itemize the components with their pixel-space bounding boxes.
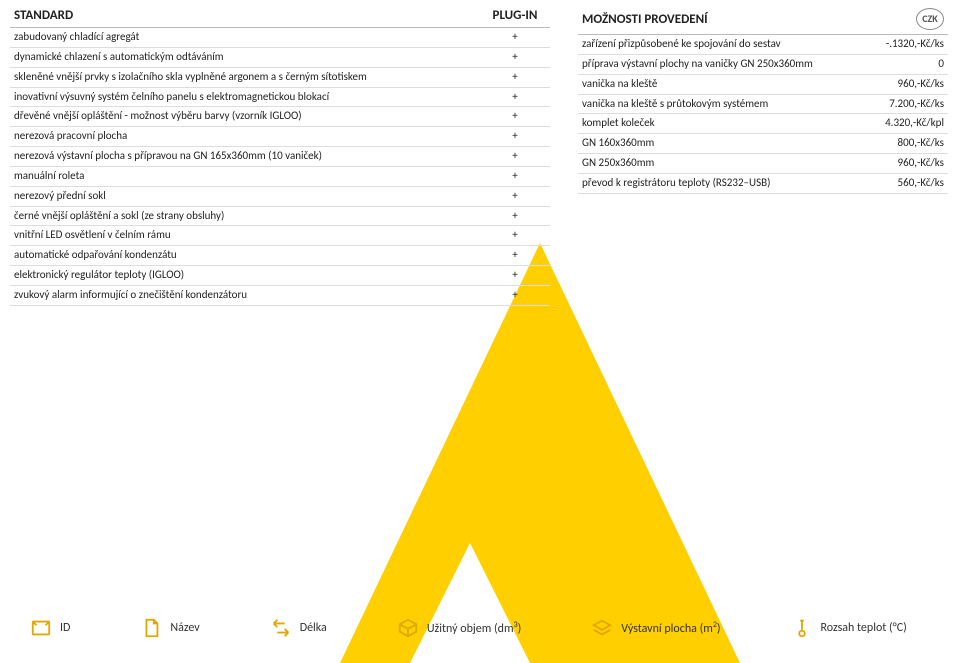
standard-header: STANDARD bbox=[10, 6, 480, 28]
standard-row-label: automatické odpařování kondenzátu bbox=[10, 246, 480, 266]
standard-row-label: zabudovaný chladící agregát bbox=[10, 28, 480, 48]
option-row: zařízení přizpůsobené ke spojování do se… bbox=[578, 35, 948, 55]
option-row-label: zařízení přizpůsobené ke spojování do se… bbox=[578, 35, 842, 55]
standard-row: zvukový alarm informující o znečištění k… bbox=[10, 285, 550, 305]
doc-icon bbox=[140, 617, 162, 639]
standard-row-flag: + bbox=[480, 266, 550, 286]
standard-row-label: zvukový alarm informující o znečištění k… bbox=[10, 285, 480, 305]
standard-row-flag: + bbox=[480, 47, 550, 67]
standard-row-flag: + bbox=[480, 285, 550, 305]
spec-sheet: STANDARD PLUG-IN zabudovaný chladící agr… bbox=[0, 0, 959, 306]
option-row-price: 960,-Kč/ks bbox=[842, 154, 948, 174]
standard-row: automatické odpařování kondenzátu+ bbox=[10, 246, 550, 266]
option-row-label: vanička na kleště bbox=[578, 74, 842, 94]
option-row-label: příprava výstavní plochy na vaničky GN 2… bbox=[578, 54, 842, 74]
footer-temp: Rozsah teplot (°C) bbox=[791, 617, 907, 639]
footer-icon-row: ID Název Délka Užitný objem (dm3) Výstav… bbox=[30, 617, 907, 639]
standard-row-label: dynamické chlazení s automatickým odtává… bbox=[10, 47, 480, 67]
standard-row-flag: + bbox=[480, 147, 550, 167]
option-row: vanička na kleště s průtokovým systémem7… bbox=[578, 94, 948, 114]
option-row: GN 250x360mm960,-Kč/ks bbox=[578, 154, 948, 174]
standard-row-label: nerezová výstavní plocha s přípravou na … bbox=[10, 147, 480, 167]
option-row-price: -.1320,-Kč/ks bbox=[842, 35, 948, 55]
standard-row: inovativní výsuvný systém čelního panelu… bbox=[10, 87, 550, 107]
standard-row: dřevěné vnější opláštění - možnost výběr… bbox=[10, 107, 550, 127]
option-row-price: 960,-Kč/ks bbox=[842, 74, 948, 94]
standard-row-label: vnitřní LED osvětlení v čelním rámu bbox=[10, 226, 480, 246]
standard-row: nerezová pracovní plocha+ bbox=[10, 127, 550, 147]
option-row: příprava výstavní plochy na vaničky GN 2… bbox=[578, 54, 948, 74]
footer-volume-label: Užitný objem (dm3) bbox=[427, 620, 521, 636]
options-header: MOŽNOSTI PROVEDENÍ bbox=[578, 6, 842, 35]
option-row-label: komplet koleček bbox=[578, 114, 842, 134]
standard-row: nerezový přední sokl+ bbox=[10, 186, 550, 206]
cube-icon bbox=[397, 617, 419, 639]
option-row-label: GN 250x360mm bbox=[578, 154, 842, 174]
footer-area-label: Výstavní plocha (m2) bbox=[621, 620, 720, 636]
option-row-price: 800,-Kč/ks bbox=[842, 134, 948, 154]
footer-id: ID bbox=[30, 617, 70, 639]
standard-row-flag: + bbox=[480, 28, 550, 48]
currency-badge: CZK bbox=[916, 8, 944, 30]
footer-area: Výstavní plocha (m2) bbox=[591, 617, 720, 639]
layers-icon bbox=[591, 617, 613, 639]
standard-row-flag: + bbox=[480, 206, 550, 226]
options-table: MOŽNOSTI PROVEDENÍ CZK zařízení přizpůso… bbox=[578, 6, 948, 306]
standard-row-label: inovativní výsuvný systém čelního panelu… bbox=[10, 87, 480, 107]
standard-row-flag: + bbox=[480, 67, 550, 87]
footer-volume: Užitný objem (dm3) bbox=[397, 617, 521, 639]
thermo-icon bbox=[791, 617, 813, 639]
standard-row-label: nerezová pracovní plocha bbox=[10, 127, 480, 147]
footer-name-label: Název bbox=[170, 621, 199, 635]
standard-row-label: manuální roleta bbox=[10, 166, 480, 186]
standard-row: skleněné vnější prvky s izolačního skla … bbox=[10, 67, 550, 87]
footer-length: Délka bbox=[270, 617, 327, 639]
standard-row-flag: + bbox=[480, 246, 550, 266]
option-row-price: 7.200,-Kč/ks bbox=[842, 94, 948, 114]
standard-row-label: elektronický regulátor teploty (IGLOO) bbox=[10, 266, 480, 286]
standard-row-flag: + bbox=[480, 226, 550, 246]
standard-row-label: skleněné vnější prvky s izolačního skla … bbox=[10, 67, 480, 87]
footer-id-label: ID bbox=[60, 621, 70, 635]
currency-badge-cell: CZK bbox=[842, 6, 948, 35]
standard-row-flag: + bbox=[480, 107, 550, 127]
option-row: GN 160x360mm800,-Kč/ks bbox=[578, 134, 948, 154]
standard-row-flag: + bbox=[480, 166, 550, 186]
option-row: vanička na kleště960,-Kč/ks bbox=[578, 74, 948, 94]
option-row-label: GN 160x360mm bbox=[578, 134, 842, 154]
standard-row-flag: + bbox=[480, 87, 550, 107]
standard-row: nerezová výstavní plocha s přípravou na … bbox=[10, 147, 550, 167]
option-row-label: vanička na kleště s průtokovým systémem bbox=[578, 94, 842, 114]
footer-temp-label: Rozsah teplot (°C) bbox=[821, 621, 907, 635]
option-row-price: 4.320,-Kč/kpl bbox=[842, 114, 948, 134]
standard-row: elektronický regulátor teploty (IGLOO)+ bbox=[10, 266, 550, 286]
standard-row-flag: + bbox=[480, 186, 550, 206]
arrows-icon bbox=[270, 617, 292, 639]
option-row-price: 0 bbox=[842, 54, 948, 74]
option-row: převod k registrátoru teploty (RS232–USB… bbox=[578, 173, 948, 193]
standard-row-label: nerezový přední sokl bbox=[10, 186, 480, 206]
option-row-price: 560,-Kč/ks bbox=[842, 173, 948, 193]
standard-row-label: černé vnější opláštění a sokl (ze strany… bbox=[10, 206, 480, 226]
footer-length-label: Délka bbox=[300, 621, 327, 635]
standard-table: STANDARD PLUG-IN zabudovaný chladící agr… bbox=[10, 6, 550, 306]
option-row-label: převod k registrátoru teploty (RS232–USB… bbox=[578, 173, 842, 193]
standard-row-flag: + bbox=[480, 127, 550, 147]
standard-row: černé vnější opláštění a sokl (ze strany… bbox=[10, 206, 550, 226]
footer-name: Název bbox=[140, 617, 199, 639]
standard-row: dynamické chlazení s automatickým odtává… bbox=[10, 47, 550, 67]
plugin-header: PLUG-IN bbox=[480, 6, 550, 28]
standard-row: vnitřní LED osvětlení v čelním rámu+ bbox=[10, 226, 550, 246]
standard-row: manuální roleta+ bbox=[10, 166, 550, 186]
option-row: komplet koleček4.320,-Kč/kpl bbox=[578, 114, 948, 134]
standard-row-label: dřevěné vnější opláštění - možnost výběr… bbox=[10, 107, 480, 127]
id-icon bbox=[30, 617, 52, 639]
standard-row: zabudovaný chladící agregát+ bbox=[10, 28, 550, 48]
